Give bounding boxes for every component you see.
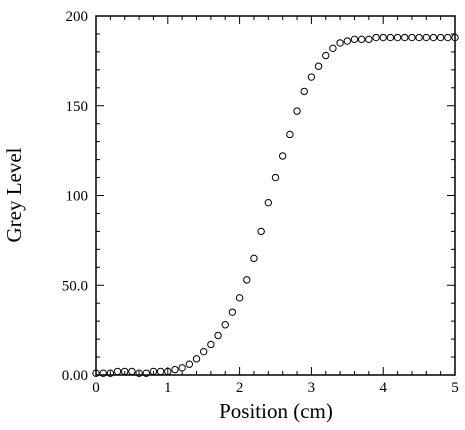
- data-point: [422, 33, 430, 42]
- data-point: [357, 35, 366, 44]
- data-point: [436, 33, 445, 42]
- data-point: [156, 367, 165, 376]
- data-point: [128, 367, 136, 376]
- y-tick-label: 50.0: [62, 278, 88, 294]
- data-point: [444, 33, 452, 42]
- data-point: [221, 321, 229, 329]
- y-tick-label: 200: [66, 9, 89, 25]
- plot-area: [95, 15, 456, 376]
- data-point: [214, 331, 222, 340]
- x-tick-label: 0: [92, 380, 100, 396]
- data-point: [235, 294, 244, 302]
- plot-frame: [95, 15, 456, 376]
- data-point: [300, 87, 308, 96]
- data-point: [192, 355, 201, 363]
- y-tick-label: 100: [66, 189, 89, 205]
- data-point: [365, 35, 373, 44]
- data-point: [207, 340, 215, 349]
- data-point: [307, 73, 316, 81]
- data-point: [401, 33, 409, 42]
- data-point: [228, 308, 237, 316]
- data-point: [322, 51, 330, 60]
- data-point: [178, 364, 186, 372]
- data-point: [429, 33, 438, 42]
- data-point: [271, 173, 280, 182]
- data-point: [113, 367, 122, 376]
- data-point: [257, 227, 265, 236]
- data-point: [386, 33, 395, 42]
- y-tick-label: 0.00: [62, 368, 88, 384]
- data-point: [343, 37, 351, 45]
- data-markers: [92, 33, 459, 377]
- data-point: [329, 44, 337, 53]
- x-tick-label: 4: [379, 380, 387, 396]
- x-tick-label: 2: [236, 380, 244, 396]
- data-point: [286, 130, 294, 139]
- y-tick-label: 150: [66, 99, 89, 115]
- data-point: [185, 360, 194, 368]
- data-point: [336, 39, 344, 47]
- x-axis-title: Position (cm): [219, 399, 333, 423]
- data-point: [415, 33, 423, 42]
- data-point: [393, 33, 402, 42]
- data-point: [200, 347, 208, 356]
- data-point: [293, 107, 301, 115]
- data-point: [142, 369, 150, 377]
- axes: 0 1 2 3 4 5 0.00 50.0 100 150 200: [62, 9, 459, 396]
- data-point: [350, 35, 359, 44]
- data-point: [250, 254, 258, 263]
- data-point: [408, 33, 416, 42]
- data-point: [278, 152, 287, 160]
- x-tick-label: 5: [451, 380, 459, 396]
- y-axis-title: Grey Level: [2, 147, 26, 242]
- data-point: [372, 33, 380, 42]
- data-point: [135, 369, 143, 377]
- data-point: [264, 198, 273, 207]
- data-point: [243, 276, 251, 284]
- data-point: [379, 33, 387, 42]
- data-point: [314, 62, 323, 70]
- x-tick-label: 1: [164, 380, 172, 396]
- data-point: [171, 365, 179, 374]
- data-point: [106, 369, 115, 377]
- x-tick-label: 3: [308, 380, 316, 396]
- data-point: [99, 369, 107, 377]
